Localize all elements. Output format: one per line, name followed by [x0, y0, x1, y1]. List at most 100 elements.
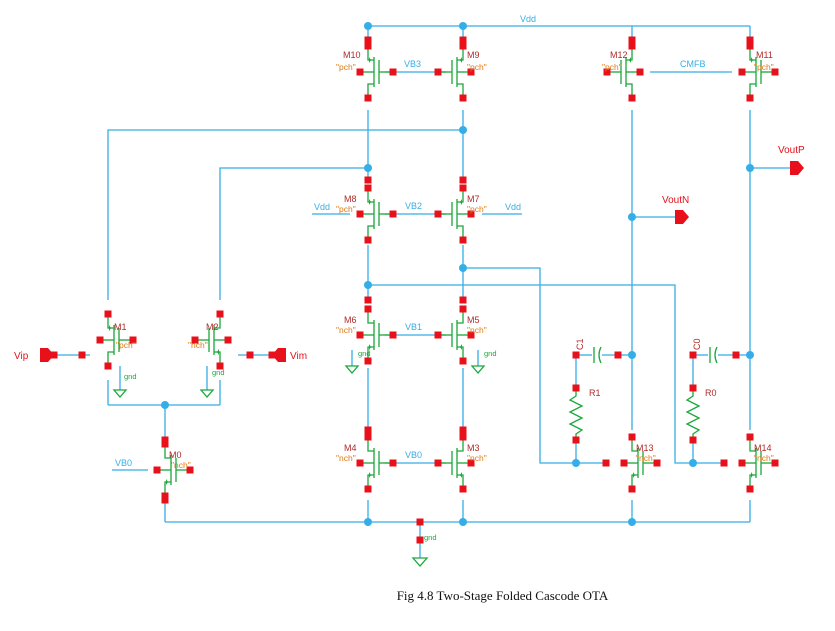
pin-marker: [161, 440, 169, 448]
device-name-m4: M4: [344, 443, 357, 453]
capacitor-c1: [593, 346, 602, 364]
port-label-vim: Vim: [290, 351, 307, 362]
passive-labels: C1 C0 R1 R0: [575, 338, 717, 398]
net-label-vdd-left: Vdd: [314, 202, 330, 212]
pin-marker: [459, 42, 467, 50]
device-name-m11: M11: [756, 50, 773, 60]
device-name-m10: M10: [343, 50, 361, 60]
pin-marker: [364, 305, 372, 313]
transistor-m8: [360, 188, 393, 240]
pin-marker: [614, 351, 622, 359]
net-label-vb2: VB2: [405, 201, 422, 211]
pin-marker: [689, 436, 697, 444]
device-name-m14: M14: [754, 443, 772, 453]
pin-marker: [771, 68, 779, 76]
device-name-m7: M7: [467, 194, 480, 204]
transistor-m1: [100, 314, 133, 366]
pin-marker: [224, 336, 232, 344]
net-labels: Vdd VB3 VB2 VB1 VB0 VB0 CMFB Vdd Vdd gnd…: [115, 14, 706, 542]
pin-marker: [364, 176, 372, 184]
device-type-m0: "nch": [171, 460, 191, 470]
capacitor-c0: [709, 346, 718, 364]
pin-marker: [467, 459, 475, 467]
device-name-m12: M12: [610, 50, 628, 60]
device-type-m10: "pch": [336, 62, 356, 72]
pin-marker: [191, 336, 199, 344]
device-type-m4: "nch": [336, 453, 356, 463]
pin-marker: [572, 384, 580, 392]
pin-marker: [771, 459, 779, 467]
pin-marker: [364, 433, 372, 441]
transistor-m6: [360, 309, 393, 361]
device-name-m13: M13: [636, 443, 654, 453]
pin-marker: [96, 336, 104, 344]
pin-marker: [628, 36, 636, 44]
device-type-m6: "nch": [336, 325, 356, 335]
pin-marker: [689, 384, 697, 392]
pin-marker: [356, 331, 364, 339]
transistor-group: [100, 46, 775, 496]
pin-marker: [434, 459, 442, 467]
transistor-m4: [360, 437, 393, 489]
port-label-vip: Vip: [14, 351, 29, 362]
pin-marker: [364, 485, 372, 493]
figure-caption-text: Fig 4.8 Two-Stage Folded Cascode OTA: [396, 588, 609, 603]
res-label-r0: R0: [705, 388, 717, 398]
port-voutn: [675, 210, 689, 224]
pin-marker: [628, 485, 636, 493]
pin-marker: [746, 42, 754, 50]
ground-symbols: [112, 365, 486, 567]
pin-marker: [636, 68, 644, 76]
pin-marker: [467, 331, 475, 339]
pin-marker: [389, 210, 397, 218]
pin-marker: [746, 485, 754, 493]
device-name-m3: M3: [467, 443, 480, 453]
pin-marker: [459, 236, 467, 244]
pin-marker: [364, 36, 372, 44]
pin-marker: [364, 184, 372, 192]
pin-marker: [628, 94, 636, 102]
pin-marker: [603, 68, 611, 76]
device-type-m12: "pch": [602, 62, 622, 72]
res-label-r1: R1: [589, 388, 601, 398]
transistor-m12: [607, 46, 640, 98]
net-label-gnd-m6: gnd: [358, 349, 371, 358]
pin-marker: [434, 331, 442, 339]
pin-marker: [628, 42, 636, 50]
cap-label-c0: C0: [692, 338, 702, 350]
pin-marker: [746, 433, 754, 441]
net-label-cmfb: CMFB: [680, 59, 706, 69]
pin-marker: [216, 362, 224, 370]
pin-marker: [161, 496, 169, 504]
pin-marker: [689, 351, 697, 359]
pin-marker: [459, 357, 467, 365]
pin-marker: [459, 176, 467, 184]
pin-marker: [459, 485, 467, 493]
net-label-vb0: VB0: [405, 450, 422, 460]
net-label-vb1: VB1: [405, 322, 422, 332]
pin-marker: [129, 336, 137, 344]
pin-marker: [364, 426, 372, 434]
pin-marker: [153, 466, 161, 474]
pin-marker: [364, 296, 372, 304]
pin-marker: [467, 68, 475, 76]
pin-marker: [356, 68, 364, 76]
pin-marker: [720, 459, 728, 467]
pin-marker: [389, 459, 397, 467]
pin-marker: [364, 94, 372, 102]
device-type-m5: "nch": [467, 325, 487, 335]
device-name-m0: M0: [169, 450, 182, 460]
pin-marker: [364, 236, 372, 244]
pin-marker: [732, 351, 740, 359]
net-label-vdd-right: Vdd: [505, 202, 521, 212]
pin-marker: [628, 433, 636, 441]
pin-marker: [459, 433, 467, 441]
pin-marker: [459, 184, 467, 192]
device-type-m11: "pch": [754, 62, 774, 72]
port-labels: Vip Vim VoutP VoutN: [14, 145, 805, 362]
net-label-vb3: VB3: [404, 59, 421, 69]
net-label-vdd: Vdd: [520, 14, 536, 24]
pin-marker: [364, 42, 372, 50]
pin-marker: [746, 36, 754, 44]
